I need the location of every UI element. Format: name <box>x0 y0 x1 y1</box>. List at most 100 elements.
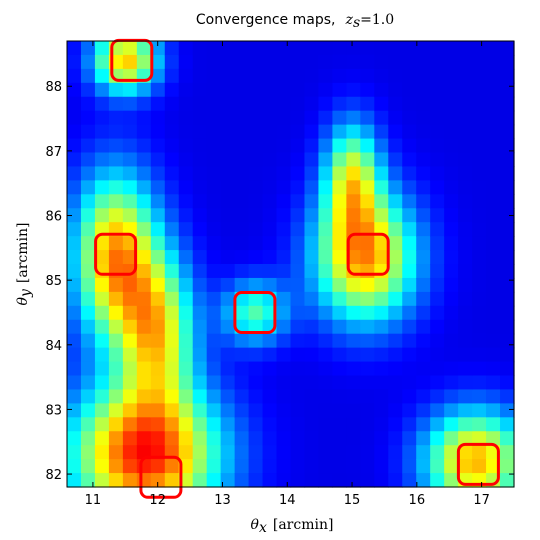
heatmap-cell <box>122 375 138 391</box>
chart-title-text: Convergence maps, <box>196 12 336 28</box>
heatmap-cell <box>458 68 473 84</box>
heatmap-cell <box>472 68 487 84</box>
heatmap-cell <box>332 110 347 126</box>
heatmap-cell <box>304 124 320 140</box>
heatmap-cell <box>178 54 194 70</box>
heatmap-cell <box>136 82 152 98</box>
heatmap-cell <box>276 54 292 70</box>
heatmap-cell <box>262 250 278 265</box>
heatmap-cell <box>206 180 222 195</box>
heatmap-cell <box>178 333 194 349</box>
heatmap-cell <box>192 222 208 237</box>
heatmap-cell <box>262 431 278 446</box>
heatmap-cell <box>430 459 445 474</box>
heatmap-cell <box>164 403 180 418</box>
heatmap-cell <box>346 417 361 432</box>
heatmap-cell <box>318 208 334 223</box>
heatmap-cell <box>94 68 110 84</box>
heatmap-cell <box>220 82 236 98</box>
heatmap-cell <box>262 54 278 70</box>
heatmap-cell <box>374 180 389 195</box>
heatmap-cell <box>402 96 417 112</box>
heatmap-cell <box>262 417 278 432</box>
heatmap-cell <box>122 305 138 321</box>
heatmap-cell <box>318 473 334 488</box>
heatmap-cell <box>248 54 264 70</box>
heatmap-cell <box>80 236 96 251</box>
heatmap-cell <box>500 250 515 265</box>
heatmap-cell <box>178 347 194 363</box>
heatmap-cell <box>108 417 124 432</box>
heatmap-cell <box>262 110 278 126</box>
heatmap-cell <box>388 166 403 181</box>
heatmap-cell <box>304 333 320 349</box>
heatmap-cell <box>416 319 431 335</box>
heatmap-cell <box>164 222 180 237</box>
heatmap-cell <box>150 110 166 126</box>
heatmap-cell <box>388 54 403 70</box>
heatmap-cell <box>220 41 236 56</box>
heatmap-cell <box>220 236 236 251</box>
heatmap-cell <box>304 389 320 404</box>
heatmap-cell <box>318 361 334 377</box>
heatmap-cell <box>360 110 375 126</box>
heatmap-cell <box>262 361 278 377</box>
heatmap-cell <box>80 124 96 140</box>
heatmap-cell <box>164 250 180 265</box>
chart-title-math-sub: s <box>353 15 360 31</box>
heatmap-cell <box>178 236 194 251</box>
heatmap-cell <box>234 68 250 84</box>
heatmap-cell <box>164 459 180 474</box>
heatmap-cell <box>486 166 501 181</box>
heatmap-cell <box>290 347 306 363</box>
heatmap-cell <box>94 194 110 209</box>
heatmap-cell <box>80 41 96 56</box>
heatmap-cell <box>262 194 278 209</box>
heatmap-cell <box>388 68 403 84</box>
heatmap-cell <box>430 417 445 432</box>
heatmap-cell <box>150 152 166 168</box>
heatmap-cell <box>206 305 222 321</box>
heatmap-cell <box>486 96 501 112</box>
heatmap-cell <box>94 361 110 377</box>
heatmap-cell <box>248 152 264 168</box>
heatmap-cell <box>108 166 124 181</box>
heatmap-cell <box>248 375 264 391</box>
heatmap-cell <box>248 222 264 237</box>
peak-marker <box>139 455 183 499</box>
heatmap-cell <box>164 96 180 112</box>
heatmap-cell <box>486 124 501 140</box>
heatmap-cell <box>416 417 431 432</box>
heatmap-cell <box>388 250 403 265</box>
heatmap-cell <box>108 236 124 251</box>
heatmap-cell <box>136 417 152 432</box>
heatmap-cell <box>318 459 334 474</box>
heatmap-cell <box>416 166 431 181</box>
heatmap-cell <box>192 361 208 377</box>
heatmap-cell <box>430 403 445 418</box>
heatmap-cell <box>248 277 264 293</box>
heatmap-cell <box>192 319 208 335</box>
heatmap-cell <box>80 459 96 474</box>
heatmap-cell <box>318 431 334 446</box>
heatmap-cell <box>472 417 487 432</box>
heatmap-cell <box>234 361 250 377</box>
heatmap-cell <box>346 96 361 112</box>
heatmap-cell <box>108 291 124 307</box>
heatmap-cell <box>248 319 264 335</box>
heatmap-cell <box>500 41 515 56</box>
heatmap-cell <box>304 291 320 307</box>
heatmap-cell <box>290 68 306 84</box>
heatmap-cell <box>430 124 445 140</box>
heatmap-cell <box>80 361 96 377</box>
heatmap-cell <box>500 445 515 460</box>
heatmap-cell <box>206 291 222 307</box>
heatmap-cell <box>402 236 417 251</box>
heatmap-cell <box>67 250 82 265</box>
heatmap-cell <box>164 152 180 168</box>
heatmap-cell <box>276 124 292 140</box>
heatmap-cell <box>444 152 459 168</box>
heatmap-cell <box>304 403 320 418</box>
heatmap-cell <box>122 41 138 56</box>
heatmap-cell <box>248 361 264 377</box>
